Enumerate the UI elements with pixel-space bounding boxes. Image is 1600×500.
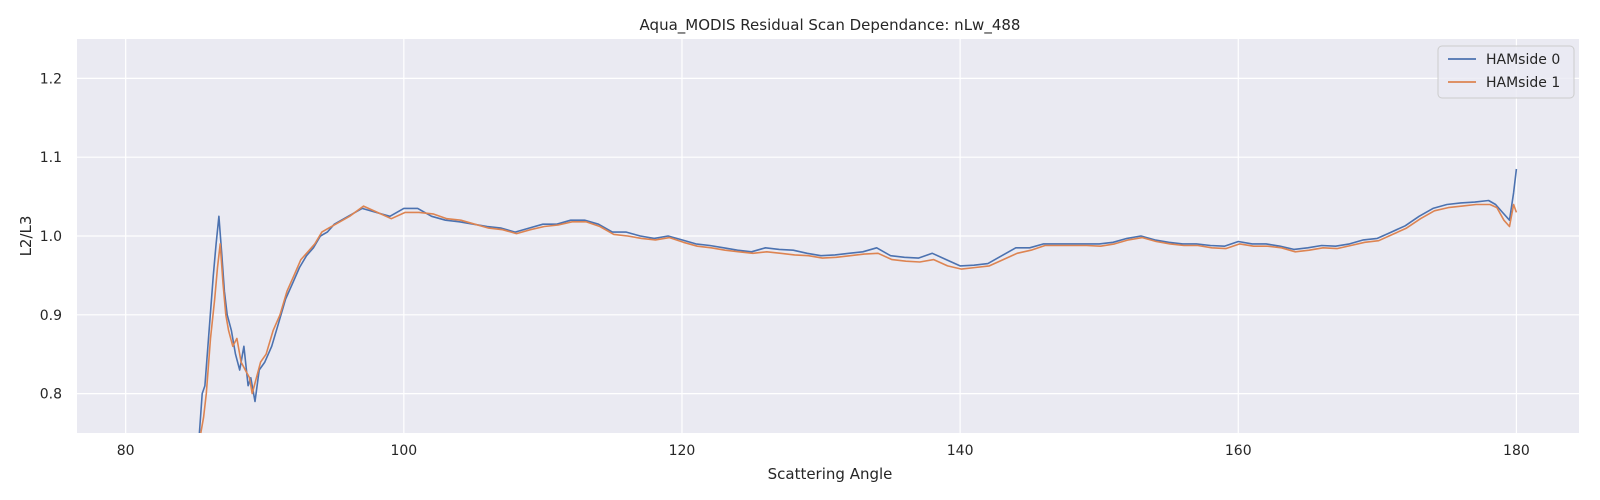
x-tick-label-100: 100 (390, 443, 417, 459)
series-lines (198, 168, 1518, 434)
x-tick-labels: 80 100 120 140 160 180 (117, 443, 1530, 459)
x-tick-label-140: 140 (947, 443, 974, 459)
y-tick-label-1: 0.9 (40, 308, 62, 324)
y-tick-label-0: 0.8 (40, 387, 62, 403)
y-axis-label: L2/L3 (17, 216, 35, 257)
chart-title: Aqua_MODIS Residual Scan Dependance: nLw… (640, 16, 1021, 35)
legend: HAMside 0 HAMside 1 (1437, 45, 1575, 99)
gridlines (77, 39, 1579, 433)
legend-label-hamside-0: HAMside 0 (1486, 52, 1560, 68)
legend-label-hamside-1: HAMside 1 (1486, 75, 1560, 91)
y-tick-label-2: 1.0 (40, 229, 62, 245)
y-tick-labels: 0.8 0.9 1.0 1.1 1.2 (40, 71, 62, 402)
x-tick-label-80: 80 (117, 443, 135, 459)
x-axis-label: Scattering Angle (768, 465, 893, 483)
x-tick-label-160: 160 (1225, 443, 1252, 459)
y-tick-label-3: 1.1 (40, 150, 62, 166)
x-tick-label-120: 120 (669, 443, 696, 459)
y-tick-label-4: 1.2 (40, 71, 62, 87)
x-tick-label-180: 180 (1503, 443, 1530, 459)
series-line-hamside-0 (198, 168, 1518, 434)
series-line-hamside-1 (200, 203, 1518, 434)
